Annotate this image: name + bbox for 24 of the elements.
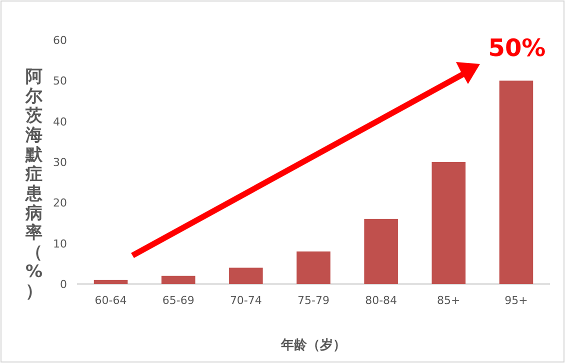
y-tick-label: 10 [53, 237, 67, 250]
bar [499, 80, 534, 284]
bar [229, 268, 263, 284]
y-tick-label: 50 [53, 74, 67, 88]
bar [364, 218, 398, 284]
y-tick-label: 40 [53, 115, 67, 128]
x-tick-label: 60-64 [94, 294, 127, 307]
bar [432, 162, 466, 284]
y-tick-label: 30 [53, 156, 67, 169]
x-tick-label: 75-79 [298, 294, 330, 307]
bar [296, 251, 330, 284]
x-tick-label: 85+ [437, 294, 460, 307]
y-tick-label: 20 [53, 196, 67, 210]
bar [94, 280, 128, 284]
x-axis-title: 年龄（岁） [280, 338, 346, 353]
x-tick-label: 80-84 [365, 294, 398, 307]
x-tick-label: 65-69 [162, 294, 194, 307]
annotation: 50% [488, 34, 546, 62]
y-tick-label: 0 [60, 278, 67, 291]
y-tick-label: 60 [53, 34, 67, 47]
x-tick-label: 95+ [504, 294, 528, 307]
bar [161, 276, 196, 284]
text: 阿尔茨海默症患病率（%） [25, 67, 43, 302]
x-tick-label: 70-74 [230, 294, 262, 307]
